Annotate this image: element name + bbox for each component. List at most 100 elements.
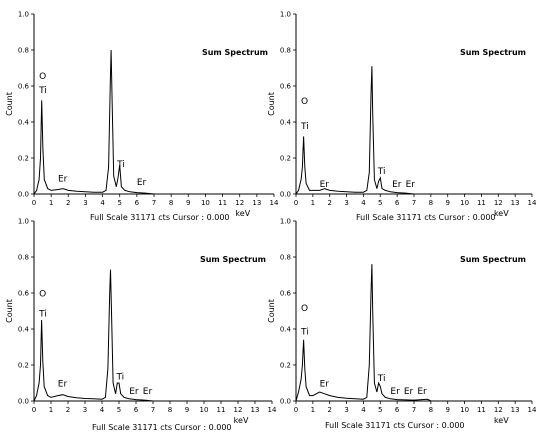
x-tick-label: 2 xyxy=(327,406,331,414)
chart-title: Sum Spectrum xyxy=(202,48,268,57)
x-tick-label: 9 xyxy=(185,406,189,414)
y-tick-label: 0.2 xyxy=(18,362,29,370)
peak-label: Ti xyxy=(377,374,386,384)
peak-label: Er xyxy=(129,387,139,397)
y-tick-label: 0.6 xyxy=(18,290,30,298)
x-tick-label: 7 xyxy=(151,406,155,414)
y-tick-label: 1.0 xyxy=(18,11,29,19)
y-tick-label: 1.0 xyxy=(18,218,29,226)
x-tick-label: 10 xyxy=(460,406,469,414)
x-tick-label: 1 xyxy=(49,406,53,414)
x-tick-label: 3 xyxy=(344,406,348,414)
spectrum-panel-1: 0.00.20.40.60.81.00 1 2 3 4 5 6 7 8 9 10 11 12 13 14Co… xyxy=(5,11,279,223)
y-tick-label: 0.4 xyxy=(18,119,30,127)
x-tick-label: 5 xyxy=(117,199,121,207)
x-tick-label: 11 xyxy=(218,199,227,207)
x-tick-label: 12 xyxy=(494,199,503,207)
x-tick-label: 1 xyxy=(311,406,315,414)
y-tick-label: 0.8 xyxy=(280,47,291,55)
peak-label: Er xyxy=(320,180,330,190)
x-tick-label: 5 xyxy=(378,199,382,207)
x-tick-label: 0 xyxy=(294,199,298,207)
spectrum-panel-3: 0.00.20.40.60.81.00 1 2 3 4 5 6 7 8 9 10 11 12 13 14Co… xyxy=(5,218,277,433)
y-tick-label: 0.2 xyxy=(280,155,291,163)
chart-footer: Full Scale 31171 cts Cursor : 0.000 xyxy=(92,423,232,432)
peak-label: Er xyxy=(58,380,68,390)
x-tick-label: 6 xyxy=(395,199,400,207)
x-tick-label: 12 xyxy=(234,406,243,414)
x-tick-label: 3 xyxy=(83,199,87,207)
peak-label: Ti xyxy=(300,122,309,132)
x-tick-label: 3 xyxy=(344,199,348,207)
y-tick-label: 0.6 xyxy=(18,83,30,91)
x-tick-label: 13 xyxy=(511,199,520,207)
y-tick-label: 0.0 xyxy=(280,398,291,406)
spectrum-panel-4: 0.00.20.40.60.81.00 1 2 3 4 5 6 7 8 9 10 11 12 13 14Co… xyxy=(267,218,537,431)
peak-label: Ti xyxy=(38,309,47,319)
x-tick-label: 4 xyxy=(361,199,366,207)
y-axis-label: Count xyxy=(267,299,276,323)
x-axis-label: keV xyxy=(235,209,250,218)
y-tick-label: 0.4 xyxy=(280,326,292,334)
y-tick-label: 0.4 xyxy=(280,119,292,127)
chart-footer: Full Scale 31171 cts Cursor : 0.000 xyxy=(325,421,465,430)
x-tick-label: 10 xyxy=(201,199,210,207)
y-tick-label: 0.2 xyxy=(280,362,291,370)
x-tick-label: 8 xyxy=(169,199,173,207)
chart-title: Sum Spectrum xyxy=(460,48,526,57)
y-axis-label: Count xyxy=(5,299,14,323)
chart-footer: Full Scale 31171 cts Cursor : 0.000 xyxy=(356,213,496,222)
y-tick-label: 0.0 xyxy=(280,191,291,199)
peak-label: Er xyxy=(320,380,330,390)
x-tick-label: 13 xyxy=(511,406,520,414)
x-tick-label: 13 xyxy=(251,406,260,414)
peak-label: Er xyxy=(58,174,68,184)
peak-label: Ti xyxy=(38,86,47,96)
y-axis-label: Count xyxy=(5,92,14,116)
peak-label: Ti xyxy=(115,372,124,382)
y-tick-label: 0.8 xyxy=(18,47,29,55)
x-tick-label: 12 xyxy=(235,199,244,207)
x-tick-label: 10 xyxy=(460,199,469,207)
x-tick-label: 3 xyxy=(83,406,87,414)
chart-footer: Full Scale 31171 cts Cursor : 0.000 xyxy=(90,213,230,222)
x-tick-label: 8 xyxy=(429,199,433,207)
y-tick-label: 1.0 xyxy=(280,11,291,19)
x-tick-label: 12 xyxy=(494,406,503,414)
x-tick-label: 6 xyxy=(395,406,400,414)
peak-label: Er xyxy=(404,387,414,397)
peak-label: O xyxy=(39,72,46,82)
x-tick-label: 14 xyxy=(268,406,277,414)
peak-label: O xyxy=(39,290,46,300)
x-tick-label: 11 xyxy=(477,406,486,414)
x-tick-label: 1 xyxy=(311,199,315,207)
peak-label: Er xyxy=(143,387,153,397)
y-tick-label: 0.8 xyxy=(18,254,29,262)
peak-label: Ti xyxy=(300,327,309,337)
x-tick-label: 9 xyxy=(445,406,449,414)
peak-label: O xyxy=(301,97,308,107)
chart-title: Sum Spectrum xyxy=(200,255,266,264)
spectrum-line xyxy=(295,66,415,195)
x-tick-label: 14 xyxy=(528,406,537,414)
spectrum-line xyxy=(33,49,155,195)
spectrum-line xyxy=(33,269,154,402)
peak-label: Er xyxy=(392,180,402,190)
x-tick-label: 0 xyxy=(32,406,36,414)
x-tick-label: 10 xyxy=(200,406,209,414)
x-tick-label: 5 xyxy=(117,406,121,414)
x-axis-label: keV xyxy=(494,416,509,425)
y-tick-label: 0.0 xyxy=(18,398,29,406)
x-tick-label: 9 xyxy=(445,199,449,207)
x-tick-label: 14 xyxy=(270,199,279,207)
x-tick-label: 8 xyxy=(168,406,172,414)
x-axis-label: keV xyxy=(494,209,509,218)
peak-label: Er xyxy=(417,387,427,397)
x-tick-label: 4 xyxy=(100,406,105,414)
x-tick-label: 6 xyxy=(134,406,139,414)
x-tick-label: 13 xyxy=(252,199,261,207)
x-tick-label: 11 xyxy=(477,199,486,207)
x-tick-label: 4 xyxy=(361,406,366,414)
x-axis-label: keV xyxy=(234,416,249,425)
